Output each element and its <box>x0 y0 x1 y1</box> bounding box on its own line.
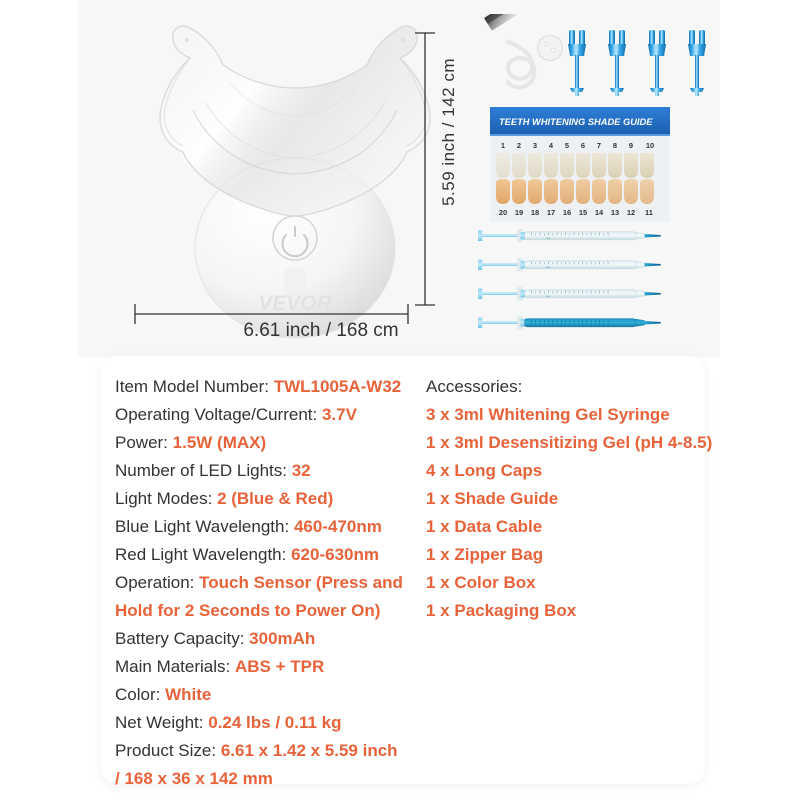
svg-text:17: 17 <box>547 208 555 217</box>
svg-text:16: 16 <box>563 208 571 217</box>
svg-text:14: 14 <box>595 208 604 217</box>
svg-text:8: 8 <box>613 141 617 150</box>
svg-text:13: 13 <box>611 208 619 217</box>
svg-text:12: 12 <box>627 208 635 217</box>
svg-text:20: 20 <box>499 208 507 217</box>
svg-text:5: 5 <box>565 141 569 150</box>
svg-text:VEVOR: VEVOR <box>258 292 332 315</box>
svg-text:6: 6 <box>581 141 585 150</box>
svg-text:2: 2 <box>517 141 521 150</box>
svg-text:7: 7 <box>597 141 601 150</box>
svg-text:19: 19 <box>515 208 523 217</box>
svg-text:1: 1 <box>501 141 505 150</box>
svg-text:9: 9 <box>629 141 633 150</box>
svg-text:18: 18 <box>531 208 539 217</box>
svg-text:TEETH WHITENING SHADE GUIDE: TEETH WHITENING SHADE GUIDE <box>499 117 653 127</box>
svg-text:3: 3 <box>533 141 537 150</box>
svg-text:11: 11 <box>645 208 653 217</box>
svg-text:10: 10 <box>646 141 654 150</box>
svg-text:15: 15 <box>579 208 587 217</box>
